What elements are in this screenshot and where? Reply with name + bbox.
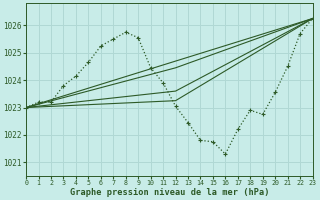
X-axis label: Graphe pression niveau de la mer (hPa): Graphe pression niveau de la mer (hPa) [69, 188, 269, 197]
